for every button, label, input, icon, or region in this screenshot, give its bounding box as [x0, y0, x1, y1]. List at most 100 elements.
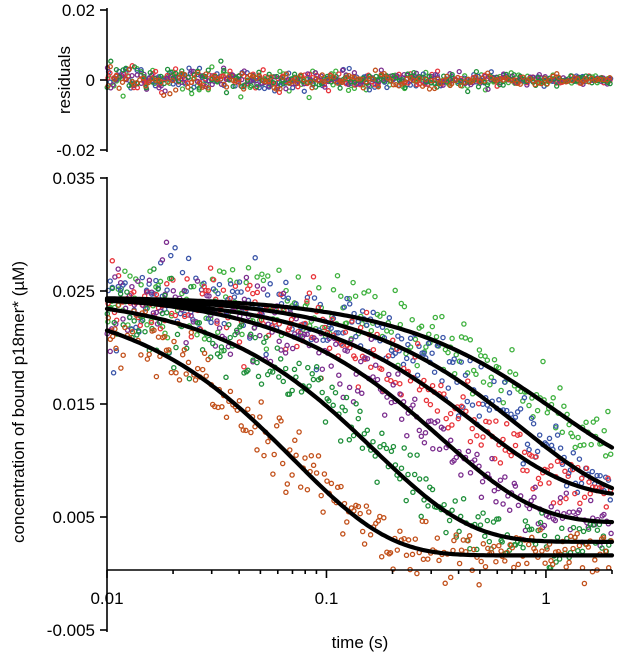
data-point — [585, 526, 592, 532]
data-point — [372, 453, 378, 459]
data-point — [605, 408, 611, 415]
data-point — [388, 448, 395, 455]
residual-point — [322, 84, 328, 90]
data-point — [118, 365, 124, 371]
data-point — [297, 484, 304, 490]
data-point — [265, 438, 271, 445]
data-point — [240, 427, 246, 433]
data-point — [254, 359, 260, 366]
data-point — [381, 515, 387, 521]
residual-point — [315, 78, 322, 84]
data-point — [515, 561, 522, 568]
data-point — [176, 377, 183, 383]
data-point — [490, 519, 497, 525]
residual-point — [455, 74, 461, 81]
residual-point — [336, 71, 342, 77]
data-point — [441, 501, 447, 508]
residual-point — [196, 80, 203, 86]
main-x-ticks: 0.01 0.1 1 — [90, 570, 613, 608]
data-point — [453, 532, 459, 538]
residual-point — [306, 94, 312, 101]
data-point — [550, 500, 557, 506]
data-point — [401, 303, 408, 310]
data-point — [594, 472, 600, 479]
data-point — [257, 414, 263, 420]
residuals-panel: 0.02 0 -0.02 residuals — [55, 1, 614, 160]
residual-point — [254, 81, 260, 87]
data-point — [426, 331, 432, 337]
residual-point — [260, 67, 266, 73]
data-point — [117, 279, 124, 286]
data-point — [458, 359, 465, 365]
residual-point — [191, 75, 197, 81]
data-point — [548, 463, 554, 469]
data-point — [466, 533, 473, 539]
residual-point — [140, 75, 146, 81]
data-point — [291, 366, 298, 373]
residual-point — [388, 77, 394, 84]
residual-point — [189, 90, 195, 97]
data-point — [557, 445, 564, 451]
data-point — [478, 442, 484, 448]
residual-point — [206, 78, 212, 84]
data-point — [210, 286, 217, 292]
data-point — [563, 564, 569, 570]
residual-point — [378, 71, 384, 78]
residual-point — [262, 74, 268, 80]
data-point — [467, 470, 474, 476]
residual-point — [357, 76, 363, 82]
data-point — [578, 475, 585, 482]
data-point — [549, 561, 556, 568]
data-point — [151, 327, 157, 334]
data-point — [282, 350, 289, 356]
residual-point — [298, 72, 304, 78]
data-point — [236, 279, 243, 285]
data-point — [508, 452, 514, 459]
data-point — [537, 519, 544, 526]
residual-point — [158, 80, 164, 86]
data-point — [377, 444, 383, 450]
data-point — [563, 495, 569, 502]
data-point — [409, 316, 415, 323]
residual-point — [239, 70, 245, 77]
residual-point — [372, 67, 379, 73]
data-point — [530, 420, 537, 427]
data-point — [397, 391, 403, 397]
residual-point — [170, 75, 177, 81]
data-point — [184, 276, 190, 282]
data-point — [443, 415, 449, 422]
data-point — [181, 287, 188, 294]
residual-point — [217, 76, 224, 82]
residual-point — [538, 80, 545, 87]
data-point — [410, 358, 416, 364]
data-point — [526, 446, 532, 453]
data-point — [341, 304, 348, 310]
data-point — [273, 423, 280, 429]
data-point — [139, 317, 146, 324]
data-point — [569, 433, 576, 440]
data-point — [436, 446, 443, 453]
data-point — [185, 255, 192, 262]
data-point — [440, 426, 447, 432]
data-point — [487, 381, 493, 388]
data-point — [267, 368, 273, 375]
residual-point — [484, 82, 491, 88]
data-point — [201, 336, 208, 342]
data-point — [168, 369, 175, 376]
data-point — [363, 322, 370, 328]
residual-point — [126, 66, 133, 72]
data-point — [265, 273, 271, 279]
data-point — [589, 468, 596, 475]
residual-point — [256, 73, 263, 79]
residual-point — [449, 81, 455, 87]
data-point — [155, 286, 161, 292]
data-point — [597, 472, 603, 479]
data-point — [414, 570, 420, 577]
residual-point — [202, 73, 208, 80]
residual-point — [170, 77, 176, 84]
data-point — [550, 395, 556, 401]
data-point — [153, 277, 159, 284]
data-point — [161, 333, 168, 340]
data-point — [372, 293, 378, 300]
data-point — [186, 375, 193, 382]
